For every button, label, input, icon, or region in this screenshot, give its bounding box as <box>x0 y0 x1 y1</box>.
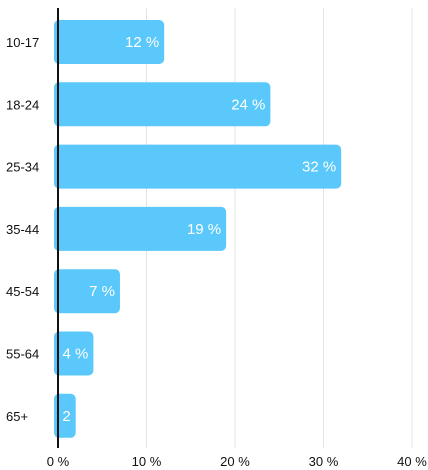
bar <box>54 269 120 314</box>
x-tick-label: 40 % <box>397 454 427 469</box>
data-label: 24 % <box>231 96 265 113</box>
bar <box>54 144 342 189</box>
bar <box>54 20 165 64</box>
bar <box>54 206 227 251</box>
bars: 12 % 24 % 32 % 19 % 7 % 4 % 2 <box>54 20 342 438</box>
data-label: 32 % <box>302 159 336 176</box>
category-label: 55-64 <box>6 347 39 362</box>
category-label: 18-24 <box>6 97 39 112</box>
category-labels: 10-17 18-24 25-34 35-44 45-54 55-64 65+ <box>6 35 39 424</box>
bar <box>54 393 76 438</box>
data-label: 12 % <box>125 34 159 51</box>
data-label: 7 % <box>89 283 115 300</box>
data-label: 4 % <box>63 346 89 363</box>
bar <box>54 331 94 376</box>
bar <box>54 82 271 127</box>
x-tick-label: 10 % <box>132 454 162 469</box>
category-label: 10-17 <box>6 35 39 50</box>
x-tick-label: 20 % <box>220 454 250 469</box>
category-label: 65+ <box>6 409 28 424</box>
x-tick-label: 0 % <box>47 454 70 469</box>
x-tick-label: 30 % <box>309 454 339 469</box>
data-label: 19 % <box>187 221 221 238</box>
x-tick-labels: 0 % 10 % 20 % 30 % 40 % <box>47 454 427 469</box>
category-label: 45-54 <box>6 284 39 299</box>
category-label: 35-44 <box>6 222 39 237</box>
category-label: 25-34 <box>6 160 39 175</box>
data-label: 2 <box>62 408 70 425</box>
